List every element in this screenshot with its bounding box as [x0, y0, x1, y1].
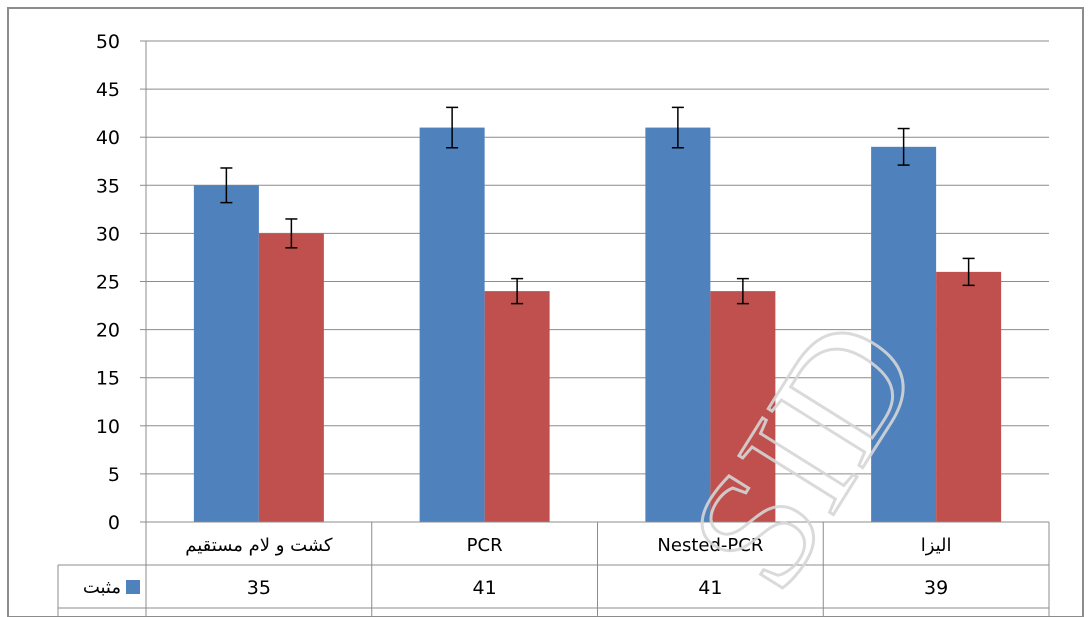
category-label: الیزا — [921, 535, 952, 556]
y-tick-label: 45 — [96, 79, 120, 101]
bar-series1-cat4 — [871, 146, 937, 522]
bar-series1-cat1 — [193, 185, 259, 523]
y-tick-label: 15 — [96, 368, 120, 390]
y-tick-label: 20 — [96, 320, 120, 342]
y-tick-label: 35 — [96, 175, 120, 197]
category-label: کشت و لام مستقیم — [185, 535, 333, 556]
y-tick-label: 10 — [96, 416, 120, 438]
y-tick-label: 25 — [96, 272, 120, 294]
y-tick-label: 5 — [108, 464, 120, 486]
table-value: 35 — [247, 577, 271, 599]
bar-series2-cat2 — [484, 291, 550, 522]
bar-series2-cat4 — [936, 271, 1002, 522]
bar-series2-cat1 — [258, 233, 324, 522]
y-tick-label: 50 — [96, 31, 120, 53]
y-tick-label: 40 — [96, 127, 120, 149]
category-label: PCR — [467, 535, 503, 556]
legend-label: مثبت — [83, 577, 121, 598]
table-value: 39 — [924, 577, 948, 599]
category-label: Nested-PCR — [657, 535, 763, 556]
table-value: 41 — [698, 577, 722, 599]
y-tick-label: 0 — [108, 512, 120, 534]
bar-series1-cat3 — [645, 127, 711, 522]
legend-swatch — [126, 580, 140, 594]
table-value: 41 — [473, 577, 497, 599]
bar-series1-cat2 — [419, 127, 485, 522]
bar-series2-cat3 — [710, 291, 776, 522]
y-tick-label: 30 — [96, 223, 120, 245]
